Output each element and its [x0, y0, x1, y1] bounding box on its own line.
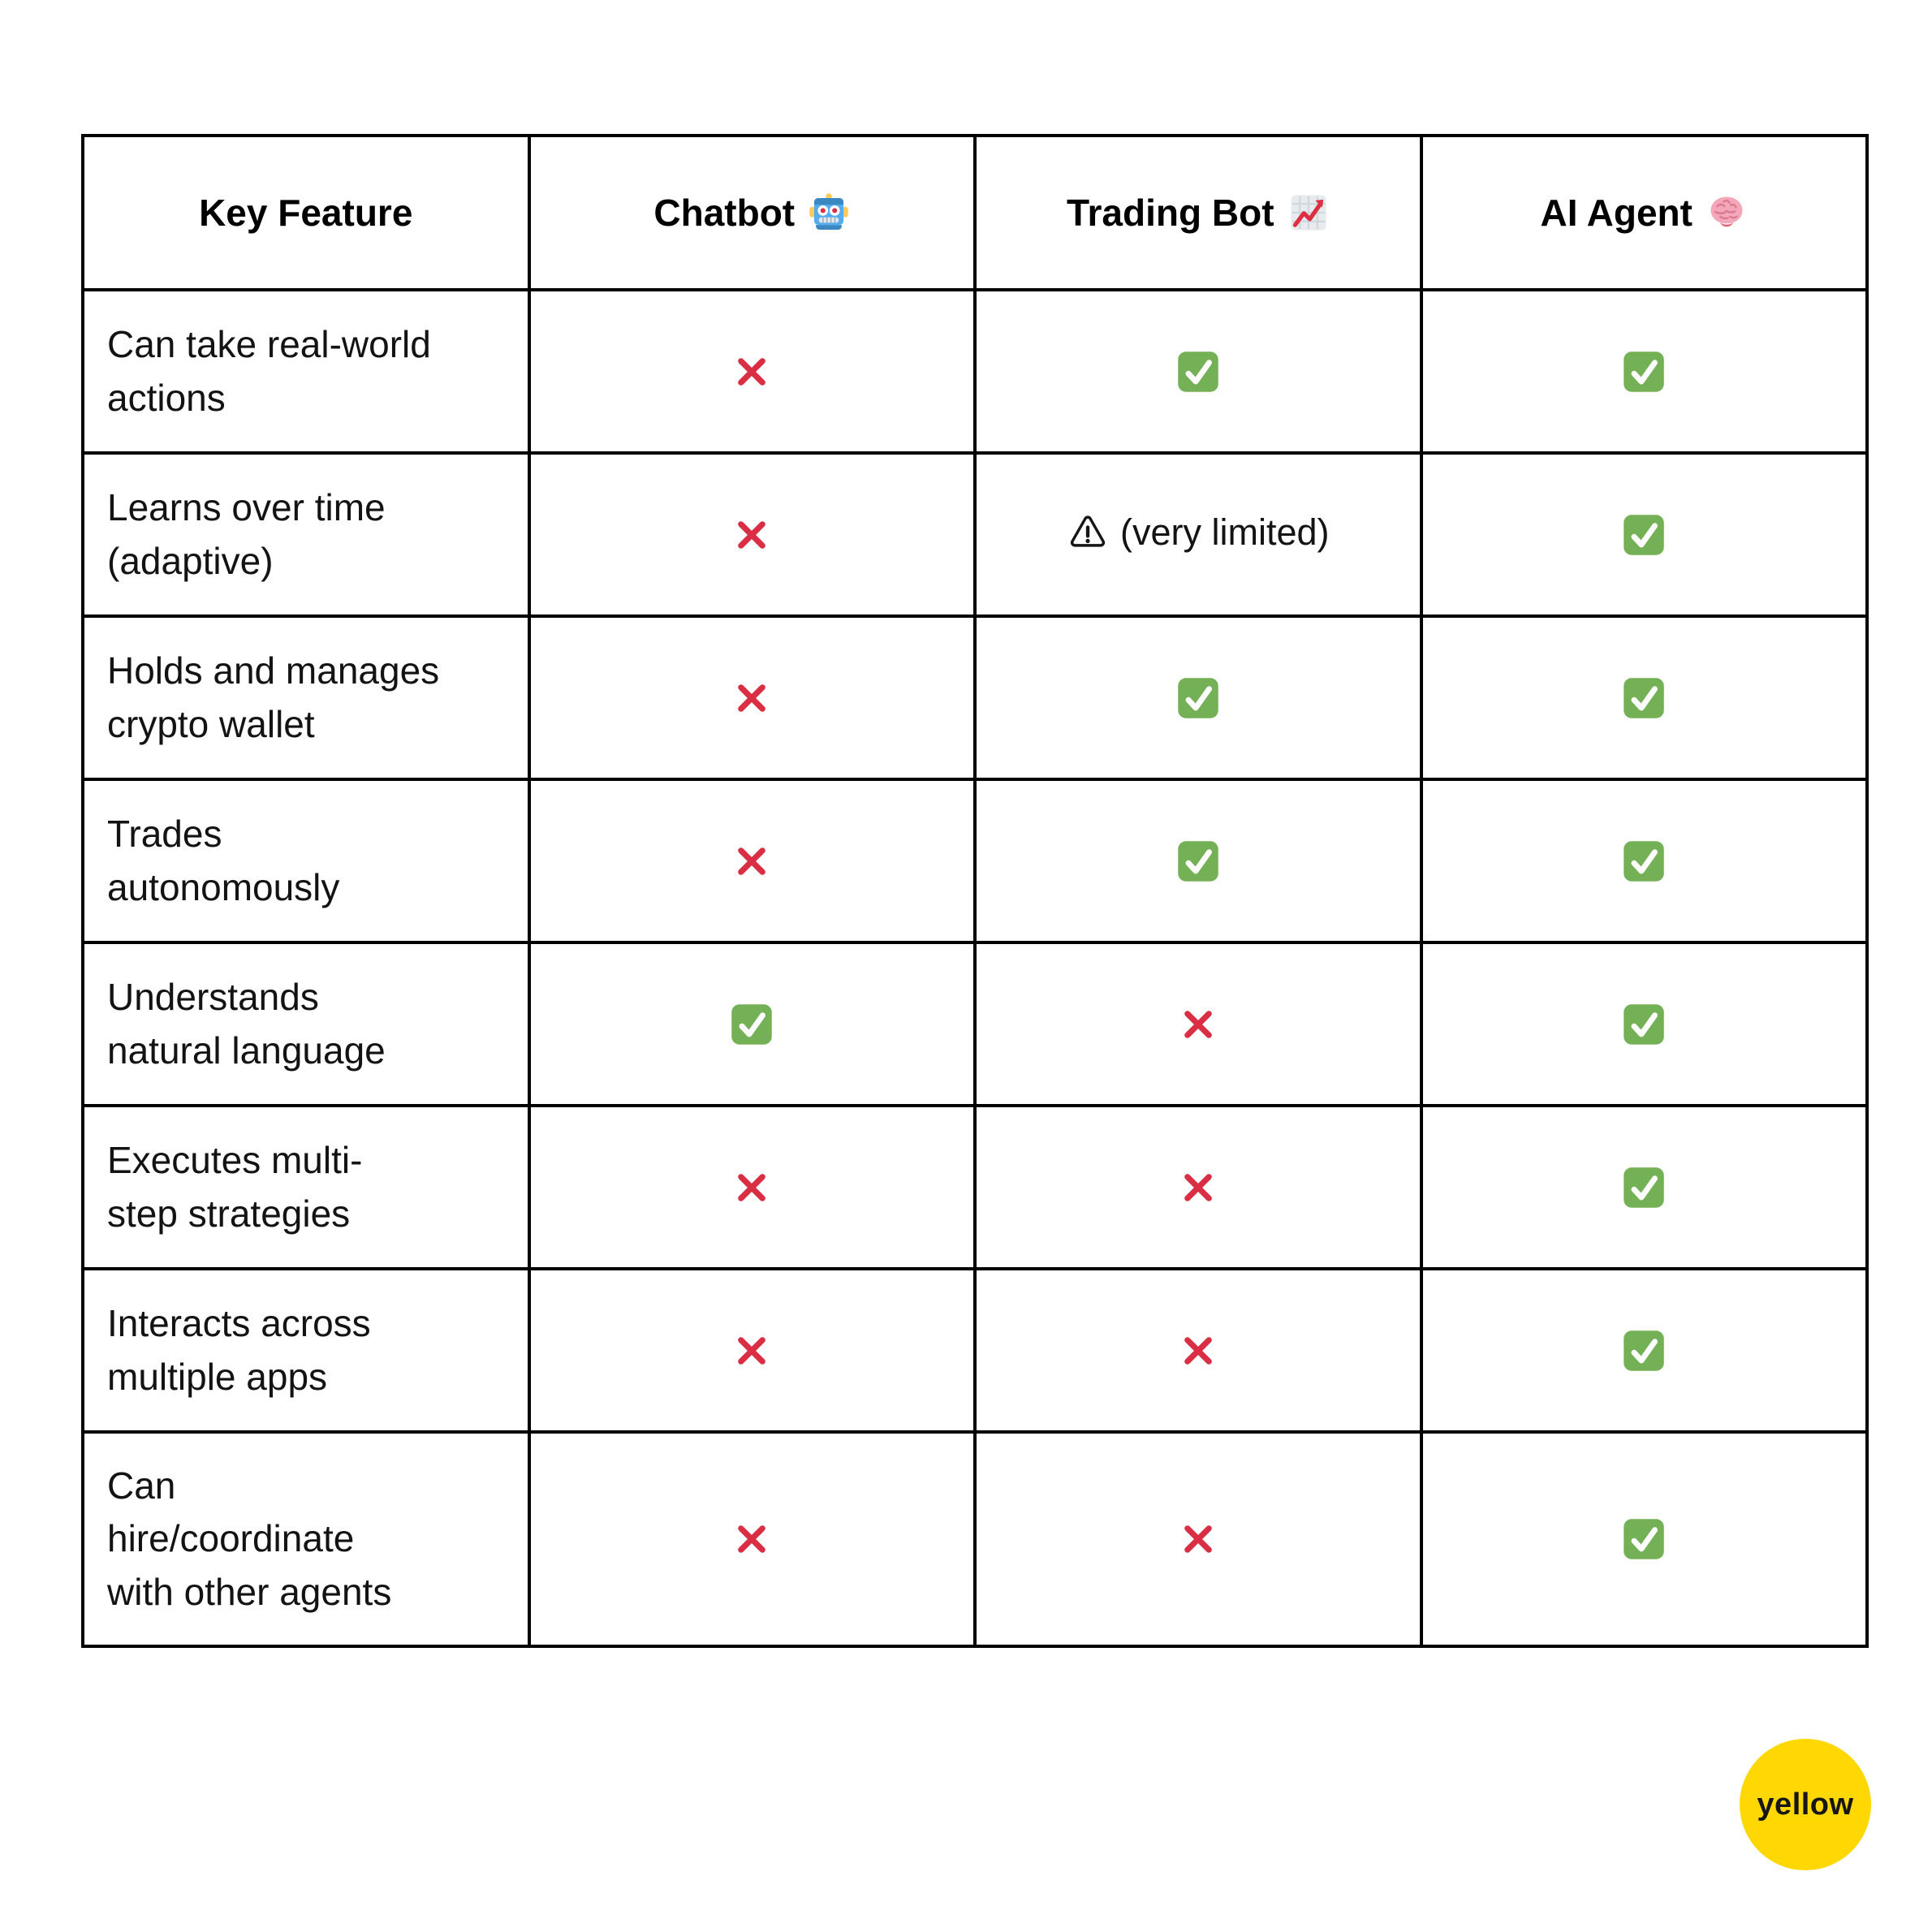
cell-check	[1419, 1430, 1869, 1648]
cell-cross	[527, 778, 977, 944]
cell-check	[527, 941, 977, 1107]
cross-mark-icon	[738, 684, 766, 712]
cross-mark-icon	[1184, 1525, 1212, 1553]
check-mark-icon	[731, 1003, 772, 1045]
cell-check	[1419, 288, 1869, 455]
check-mark-icon	[1624, 514, 1664, 555]
table-row: Can take real-world actions	[81, 288, 1869, 455]
check-mark-icon	[1624, 1330, 1664, 1371]
table-row: Can hire/coordinate with other agents	[81, 1430, 1869, 1648]
cell-check	[973, 615, 1423, 781]
cross-mark-icon	[1184, 1173, 1212, 1201]
column-header-trading-bot: Trading Bot	[973, 134, 1423, 291]
cell-check	[1419, 615, 1869, 781]
feature-cell: Executes multi- step strategies	[81, 1104, 531, 1270]
brain-icon	[1706, 192, 1748, 234]
check-mark-icon	[1178, 351, 1218, 392]
check-mark-icon	[1624, 351, 1664, 392]
cross-mark-icon	[1184, 1336, 1212, 1365]
check-mark-icon	[1178, 677, 1218, 718]
table-row: Executes multi- step strategies	[81, 1104, 1869, 1270]
cell-warning: (very limited)	[973, 451, 1423, 618]
cross-mark-icon	[738, 520, 766, 549]
cross-mark-icon	[738, 1525, 766, 1553]
robot-icon	[808, 192, 850, 234]
column-header-chatbot: Chatbot	[527, 134, 977, 291]
check-mark-icon	[1178, 840, 1218, 882]
feature-cell: Understands natural language	[81, 941, 531, 1107]
cell-cross	[527, 1267, 977, 1434]
cell-cross	[527, 1104, 977, 1270]
table-row: Interacts across multiple apps	[81, 1267, 1869, 1434]
header-row: Key Feature Chatbot	[81, 134, 1869, 291]
key-feature-label: Key Feature	[199, 192, 413, 234]
comparison-table: Key Feature Chatbot	[81, 134, 1869, 1648]
cross-mark-icon	[738, 357, 766, 386]
cell-check	[973, 288, 1423, 455]
ai-agent-label: AI Agent	[1540, 192, 1693, 234]
cell-cross	[973, 1104, 1423, 1270]
check-mark-icon	[1624, 1167, 1664, 1208]
warning-note: (very limited)	[1067, 511, 1330, 554]
trading-bot-label: Trading Bot	[1066, 192, 1274, 234]
warning-text: (very limited)	[1119, 511, 1330, 553]
yellow-logo: yellow	[1740, 1739, 1871, 1870]
cell-check	[1419, 451, 1869, 618]
check-mark-icon	[1624, 1003, 1664, 1045]
column-header-ai-agent: AI Agent	[1419, 134, 1869, 291]
feature-cell: Can hire/coordinate with other agents	[81, 1430, 531, 1648]
yellow-logo-text: yellow	[1757, 1787, 1854, 1822]
feature-cell: Learns over time (adaptive)	[81, 451, 531, 618]
check-mark-icon	[1624, 1519, 1664, 1559]
column-header-key-feature: Key Feature	[81, 134, 531, 291]
feature-cell: Holds and manages crypto wallet	[81, 615, 531, 781]
cross-mark-icon	[738, 847, 766, 875]
feature-cell: Interacts across multiple apps	[81, 1267, 531, 1434]
cell-cross	[973, 1267, 1423, 1434]
table-row: Learns over time (adaptive) (very limite…	[81, 451, 1869, 618]
cell-check	[973, 778, 1423, 944]
cell-check	[1419, 778, 1869, 944]
cell-cross	[973, 941, 1423, 1107]
cell-cross	[527, 615, 977, 781]
cell-cross	[527, 288, 977, 455]
table-row: Understands natural language	[81, 941, 1869, 1107]
table-body: Can take real-world actions Learns over …	[81, 288, 1869, 1648]
cross-mark-icon	[738, 1336, 766, 1365]
warning-triangle-icon	[1070, 515, 1106, 547]
cell-cross	[527, 451, 977, 618]
cell-cross	[527, 1430, 977, 1648]
feature-cell: Can take real-world actions	[81, 288, 531, 455]
check-mark-icon	[1624, 677, 1664, 718]
check-mark-icon	[1624, 840, 1664, 882]
table-row: Trades autonomously	[81, 778, 1869, 944]
chart-increasing-icon	[1287, 192, 1330, 234]
cell-check	[1419, 1267, 1869, 1434]
cross-mark-icon	[1184, 1010, 1212, 1038]
cell-check	[1419, 941, 1869, 1107]
cross-mark-icon	[738, 1173, 766, 1201]
table-row: Holds and manages crypto wallet	[81, 615, 1869, 781]
cell-check	[1419, 1104, 1869, 1270]
feature-cell: Trades autonomously	[81, 778, 531, 944]
chatbot-label: Chatbot	[653, 192, 796, 234]
cell-cross	[973, 1430, 1423, 1648]
